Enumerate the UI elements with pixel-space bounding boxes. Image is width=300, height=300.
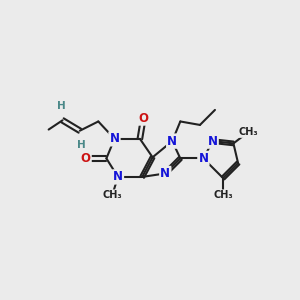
Text: N: N xyxy=(208,135,218,148)
Text: H: H xyxy=(57,101,66,111)
Text: O: O xyxy=(81,152,91,165)
Text: N: N xyxy=(160,167,170,180)
Text: CH₃: CH₃ xyxy=(102,190,122,200)
Text: N: N xyxy=(167,135,177,148)
Text: CH₃: CH₃ xyxy=(213,190,233,200)
Text: N: N xyxy=(198,152,208,165)
Text: N: N xyxy=(110,132,119,145)
Text: CH₃: CH₃ xyxy=(238,127,258,137)
Text: O: O xyxy=(138,112,148,124)
Text: N: N xyxy=(113,170,123,183)
Text: H: H xyxy=(76,140,85,150)
